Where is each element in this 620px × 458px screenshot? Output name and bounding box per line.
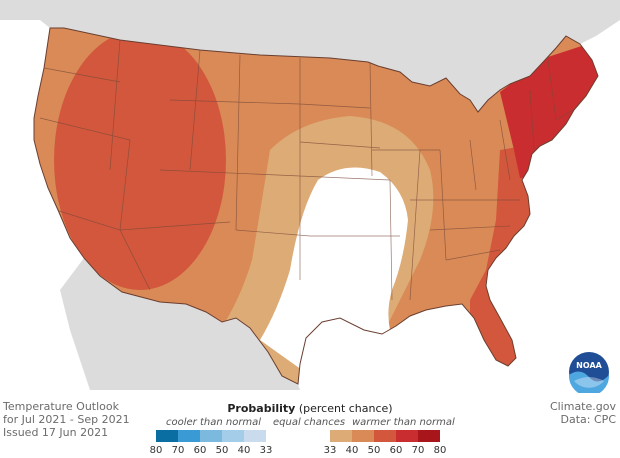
us-outline (33, 27, 599, 385)
state-lines (39, 39, 591, 301)
legend-swatch-warm (352, 430, 374, 442)
legend-equal-label: equal chances (273, 417, 346, 428)
legend-swatch-cool (222, 430, 244, 442)
legend-tick-warm: 33 (323, 445, 337, 456)
data-credit: Data: CPC (560, 413, 616, 426)
outlook-period: for Jul 2021 - Sep 2021 (3, 413, 130, 426)
legend-cooler-label: cooler than normal (166, 417, 262, 428)
legend-swatch-warm (418, 430, 440, 442)
svg-text:NOAA: NOAA (576, 361, 602, 370)
legend-tick-warm: 60 (389, 445, 403, 456)
outlook-map: NOAA (0, 0, 620, 393)
noaa-logo-icon: NOAA (569, 352, 609, 393)
legend-tick-cool: 70 (171, 445, 185, 456)
legend-title: Probability (percent chance) (227, 402, 393, 415)
legend-tick-cool: 50 (215, 445, 229, 456)
legend-swatch-warm (330, 430, 352, 442)
legend-swatch-cool (244, 430, 266, 442)
legend-color-bar (156, 430, 440, 442)
outlook-title: Temperature Outlook (3, 400, 120, 413)
legend-swatch-cool (178, 430, 200, 442)
legend-tick-cool: 60 (193, 445, 207, 456)
issued-date: Issued 17 Jun 2021 (3, 426, 109, 439)
zone-west-50-60 (54, 30, 226, 290)
legend-swatch-equal (266, 430, 330, 442)
legend-swatch-warm (374, 430, 396, 442)
legend-swatch-cool (200, 430, 222, 442)
legend-tick-cool: 33 (259, 445, 273, 456)
legend-swatch-warm (396, 430, 418, 442)
legend-tick-warm: 70 (411, 445, 425, 456)
source-credit: Climate.gov (549, 400, 616, 413)
legend-tick-cool: 40 (237, 445, 251, 456)
legend-tick-warm: 80 (433, 445, 447, 456)
legend-swatch-cool (156, 430, 178, 442)
legend-tick-cool: 80 (149, 445, 163, 456)
legend-tick-warm: 40 (345, 445, 359, 456)
canada-land (0, 0, 620, 112)
outlook-info: Temperature Outlook for Jul 2021 - Sep 2… (3, 400, 130, 439)
credits: Climate.gov Data: CPC (550, 400, 616, 426)
us-map (0, 0, 620, 390)
legend-warmer-label: warmer than normal (352, 417, 455, 428)
legend-tick-warm: 50 (367, 445, 381, 456)
